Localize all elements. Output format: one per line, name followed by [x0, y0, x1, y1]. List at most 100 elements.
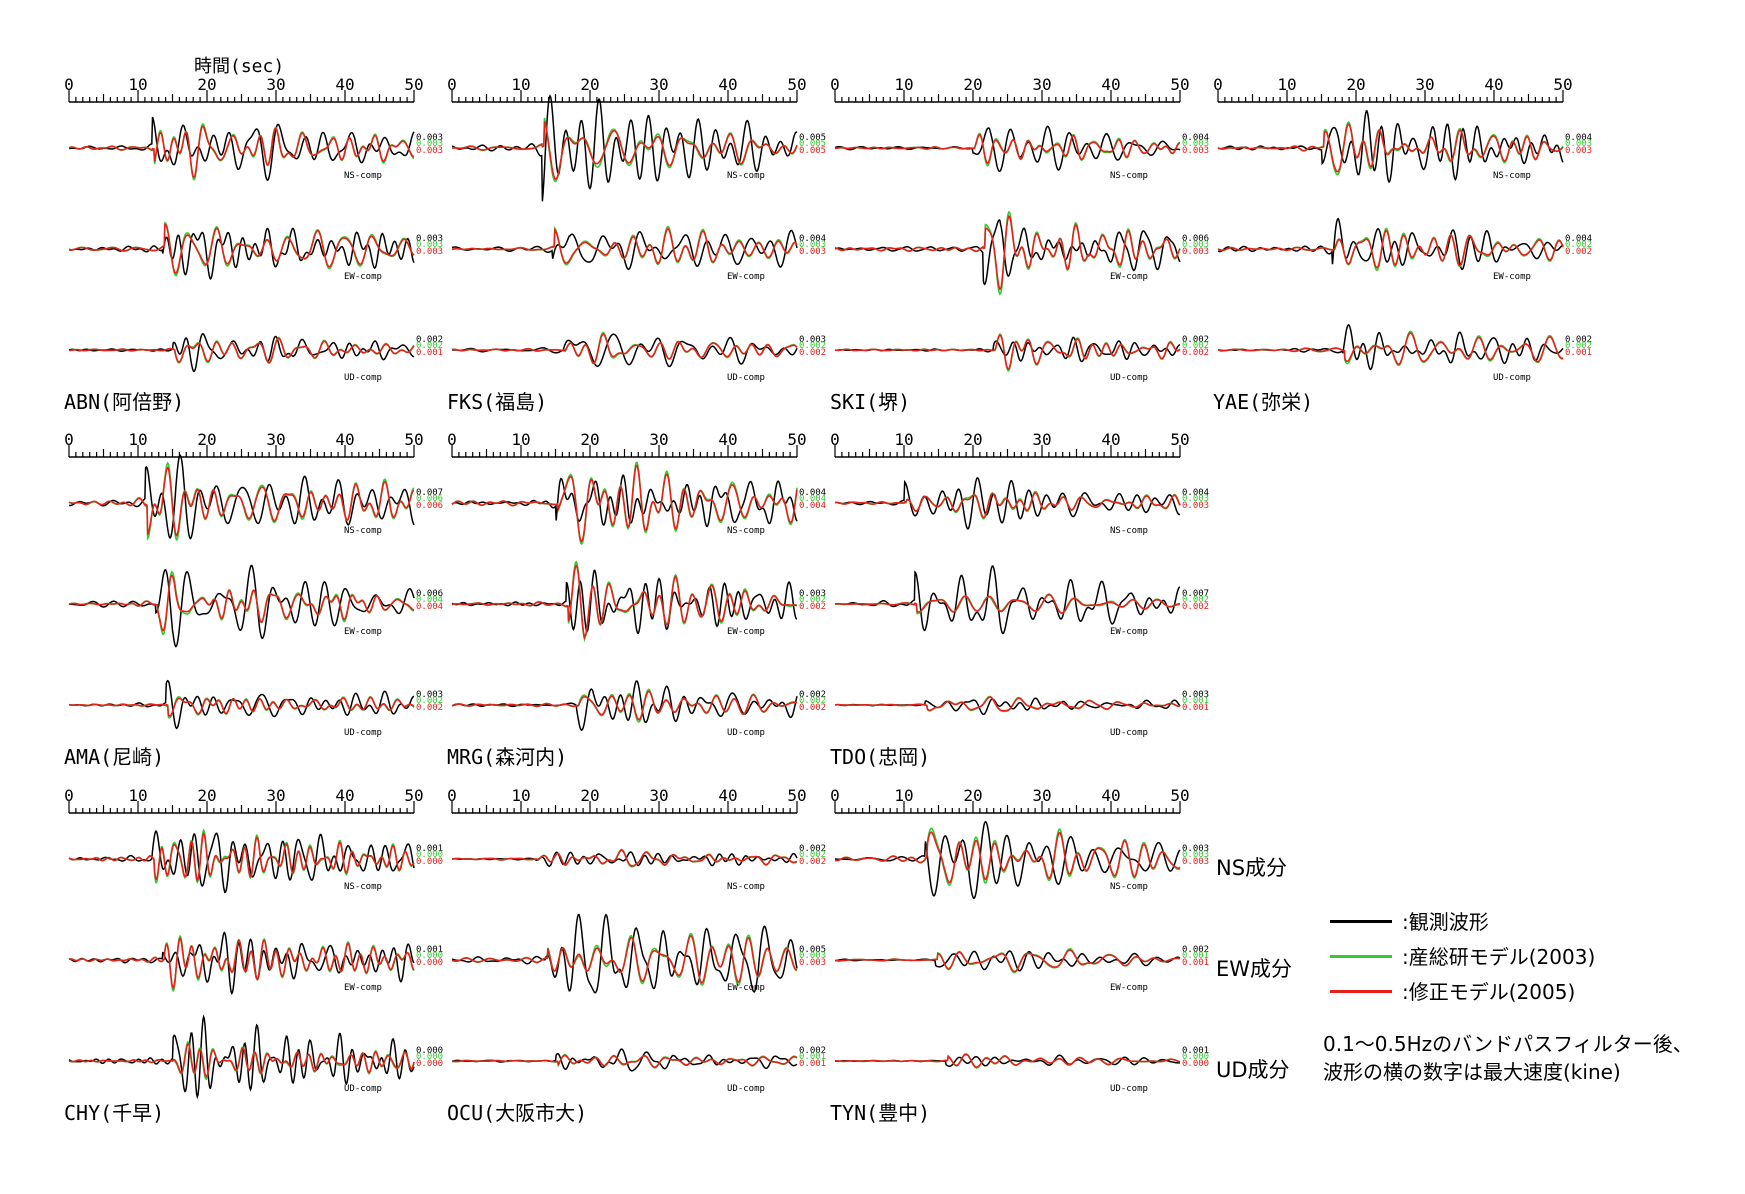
- component-tag-YAE-NS: NS-comp: [1493, 171, 1531, 181]
- station-label-FKS: FKS(福島): [447, 390, 548, 414]
- trace-revised2005-MRG-EW: [451, 564, 798, 640]
- trace-observed-FKS-NS: [451, 94, 798, 202]
- component-tag-MRG-EW: EW-comp: [727, 627, 765, 637]
- peak-value-ABN-NS-2: 0.003: [416, 146, 443, 156]
- x-tick-label-ABN-0: 0: [64, 75, 74, 94]
- trace-revised2005-TYN-EW: [834, 949, 1181, 973]
- peak-value-CHY-EW-0: 0.001: [416, 945, 443, 955]
- peak-value-CHY-UD-1: 0.000: [416, 1052, 443, 1062]
- component-tag-ABN-EW: EW-comp: [344, 272, 382, 282]
- x-tick-label-CHY-50: 50: [404, 786, 423, 805]
- component-tag-TYN-EW: EW-comp: [1110, 983, 1148, 993]
- trace-observed-TYN-NS: [834, 820, 1181, 900]
- peak-value-YAE-NS-2: 0.003: [1565, 146, 1592, 156]
- x-tick-label-OCU-0: 0: [447, 786, 457, 805]
- filter-note: 0.1～0.5Hzのバンドパスフィルター後、波形の横の数字は最大速度(kine): [1323, 1032, 1693, 1084]
- x-tick-label-AMA-10: 10: [128, 430, 147, 449]
- trace-revised2005-TDO-NS: [834, 492, 1181, 519]
- peak-value-TYN-UD-2: 0.000: [1182, 1059, 1209, 1069]
- peak-value-AMA-NS-2: 0.006: [416, 501, 443, 511]
- component-tag-TDO-NS: NS-comp: [1110, 526, 1148, 536]
- component-tag-SKI-NS: NS-comp: [1110, 171, 1148, 181]
- x-tick-label-TYN-10: 10: [894, 786, 913, 805]
- station-label-CHY: CHY(千早): [64, 1101, 165, 1125]
- peak-value-SKI-EW-2: 0.003: [1182, 247, 1209, 257]
- legend-label-observed: :観測波形: [1402, 910, 1489, 934]
- component-label-ew: EW成分: [1216, 957, 1293, 981]
- x-tick-label-TDO-50: 50: [1170, 430, 1189, 449]
- component-tag-AMA-UD: UD-comp: [344, 728, 382, 738]
- trace-revised2005-FKS-UD: [451, 333, 798, 365]
- time-axis-FKS: 0 10 20 30 40 50: [447, 75, 807, 103]
- peak-value-ABN-NS-0: 0.003: [416, 133, 443, 143]
- peak-value-MRG-UD-1: 0.002: [799, 696, 826, 706]
- peak-value-MRG-NS-1: 0.004: [799, 494, 826, 504]
- component-tag-ABN-UD: UD-comp: [344, 373, 382, 383]
- trace-revised2005-ABN-EW: [69, 223, 415, 275]
- peak-value-TDO-EW-0: 0.007: [1182, 589, 1209, 599]
- x-tick-label-TYN-40: 40: [1101, 786, 1120, 805]
- peak-value-ABN-UD-1: 0.002: [416, 341, 443, 351]
- time-axis-MRG: 0 10 20 30 40 50: [447, 430, 807, 458]
- x-tick-label-YAE-30: 30: [1415, 75, 1434, 94]
- x-tick-label-OCU-50: 50: [787, 786, 806, 805]
- trace-observed-AMA-NS: [68, 453, 415, 540]
- station-label-TDO: TDO(忠岡): [830, 745, 931, 769]
- x-tick-label-FKS-0: 0: [447, 75, 457, 94]
- x-tick-label-MRG-30: 30: [649, 430, 668, 449]
- x-tick-label-MRG-10: 10: [511, 430, 530, 449]
- peak-value-OCU-UD-1: 0.001: [799, 1052, 826, 1062]
- peak-value-TYN-EW-0: 0.002: [1182, 945, 1209, 955]
- trace-observed-MRG-UD: [451, 680, 798, 732]
- station-label-AMA: AMA(尼崎): [64, 745, 165, 769]
- peak-value-FKS-EW-2: 0.003: [799, 247, 826, 257]
- peak-value-OCU-NS-0: 0.002: [799, 844, 826, 854]
- peak-value-FKS-NS-0: 0.005: [799, 133, 826, 143]
- x-tick-label-CHY-30: 30: [266, 786, 285, 805]
- time-axis-CHY: 0 10 20 30 40 50: [64, 786, 424, 814]
- x-tick-label-SKI-0: 0: [830, 75, 840, 94]
- peak-value-FKS-EW-0: 0.004: [799, 234, 826, 244]
- component-tag-FKS-UD: UD-comp: [727, 373, 765, 383]
- x-tick-label-YAE-0: 0: [1213, 75, 1223, 94]
- x-tick-label-TYN-50: 50: [1170, 786, 1189, 805]
- x-tick-label-SKI-30: 30: [1032, 75, 1051, 94]
- station-label-TYN: TYN(豊中): [830, 1101, 931, 1125]
- component-tag-CHY-EW: EW-comp: [344, 983, 382, 993]
- trace-revised2005-ABN-NS: [68, 125, 415, 179]
- peak-value-ABN-NS-1: 0.003: [416, 139, 443, 149]
- component-tag-CHY-UD: UD-comp: [344, 1084, 382, 1094]
- station-panel-CHY: 0 10 20 30 40 500.0010.0000.000NS-comp0.0010.…: [64, 786, 443, 1100]
- peak-value-TDO-UD-0: 0.003: [1182, 690, 1209, 700]
- x-tick-label-OCU-10: 10: [511, 786, 530, 805]
- peak-value-TYN-NS-0: 0.003: [1182, 844, 1209, 854]
- peak-value-AMA-UD-0: 0.003: [416, 690, 443, 700]
- x-tick-label-FKS-20: 20: [580, 75, 599, 94]
- trace-revised2005-TDO-EW: [835, 593, 1181, 614]
- peak-value-AMA-NS-0: 0.007: [416, 488, 443, 498]
- trace-revised2005-SKI-UD: [834, 334, 1181, 371]
- component-tag-AMA-NS: NS-comp: [344, 526, 382, 536]
- peak-value-AMA-EW-2: 0.004: [416, 602, 443, 612]
- peak-value-CHY-UD-2: 0.000: [416, 1059, 443, 1069]
- x-tick-label-TDO-30: 30: [1032, 430, 1051, 449]
- peak-value-MRG-NS-0: 0.004: [799, 488, 826, 498]
- x-tick-label-YAE-40: 40: [1484, 75, 1503, 94]
- trace-revised2005-AMA-NS: [68, 466, 415, 537]
- peak-value-OCU-NS-1: 0.002: [799, 850, 826, 860]
- trace-revised2005-OCU-UD: [452, 1054, 798, 1069]
- station-panel-AMA: 0 10 20 30 40 500.0070.0060.006NS-comp0.0060.…: [64, 430, 443, 738]
- x-tick-label-TDO-10: 10: [894, 430, 913, 449]
- peak-value-MRG-UD-0: 0.002: [799, 690, 826, 700]
- x-tick-label-CHY-40: 40: [335, 786, 354, 805]
- peak-value-AMA-UD-1: 0.002: [416, 696, 443, 706]
